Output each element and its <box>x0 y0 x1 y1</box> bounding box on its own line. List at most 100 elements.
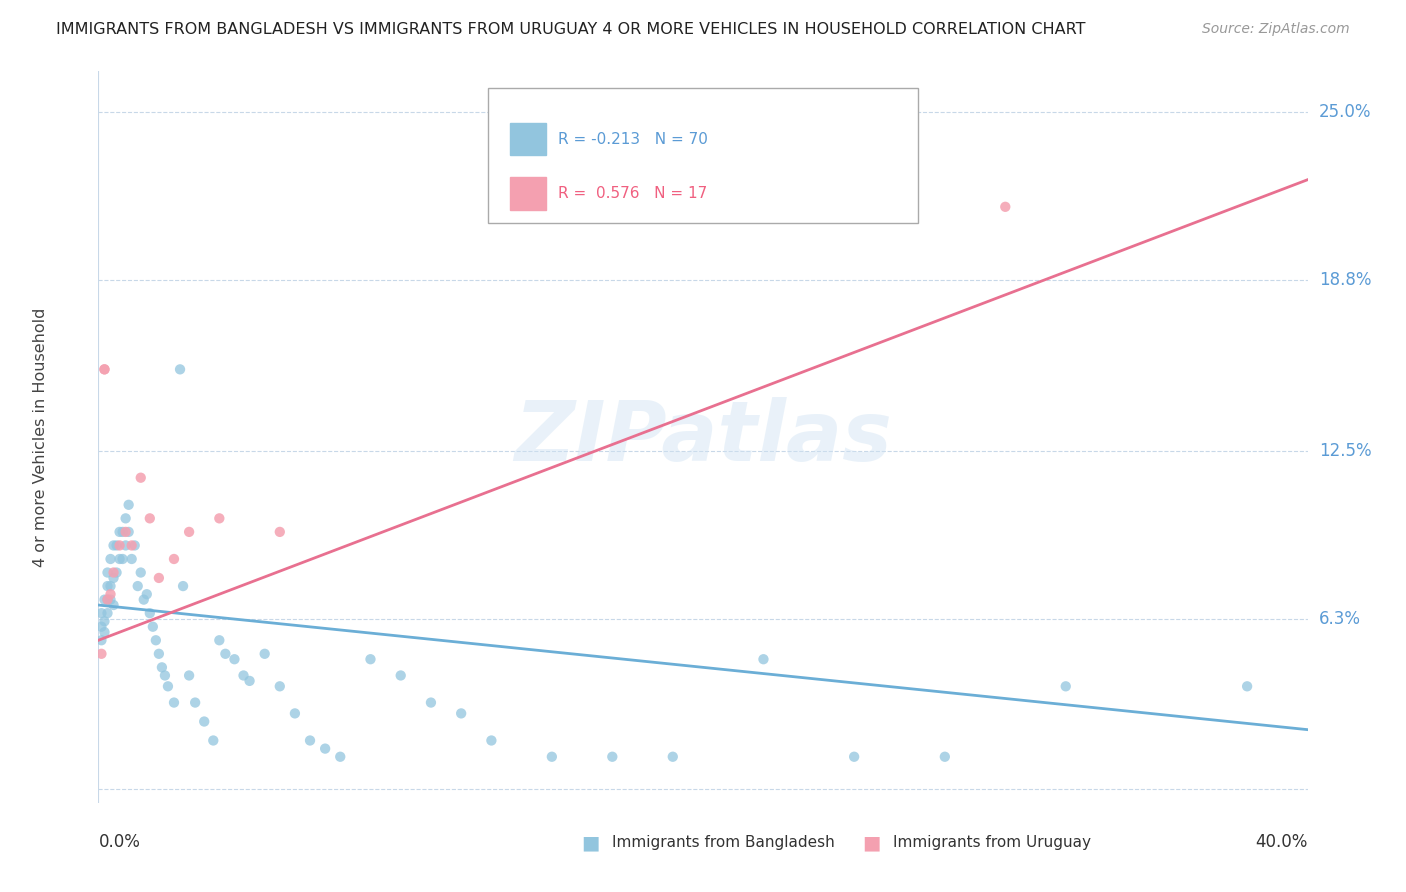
Point <box>114 538 136 552</box>
Point <box>145 633 167 648</box>
Point <box>100 587 122 601</box>
Point <box>103 598 125 612</box>
Point <box>114 511 136 525</box>
Point <box>214 647 236 661</box>
Point <box>179 524 201 539</box>
Point <box>299 733 322 747</box>
Point <box>93 362 115 376</box>
Text: 40.0%: 40.0% <box>1256 833 1308 851</box>
Point <box>93 615 115 629</box>
Point <box>96 566 118 580</box>
Point <box>1236 679 1258 693</box>
Point <box>994 200 1017 214</box>
Point <box>121 552 143 566</box>
Point <box>202 733 225 747</box>
Point <box>284 706 307 721</box>
Point <box>752 652 775 666</box>
Point <box>169 362 191 376</box>
Point <box>184 696 207 710</box>
Point <box>132 592 155 607</box>
Text: ZIPatlas: ZIPatlas <box>515 397 891 477</box>
Point <box>661 749 683 764</box>
Point <box>602 749 624 764</box>
Point <box>108 552 131 566</box>
Point <box>156 679 179 693</box>
Text: 4 or more Vehicles in Household: 4 or more Vehicles in Household <box>32 308 48 566</box>
Point <box>129 566 152 580</box>
Point <box>124 538 146 552</box>
Point <box>96 592 118 607</box>
Text: Source: ZipAtlas.com: Source: ZipAtlas.com <box>1202 22 1350 37</box>
Point <box>96 592 118 607</box>
Text: 0.0%: 0.0% <box>98 833 141 851</box>
Bar <box>509 123 546 155</box>
Point <box>269 679 291 693</box>
Text: 25.0%: 25.0% <box>1319 103 1371 121</box>
Point <box>100 579 122 593</box>
Point <box>389 668 412 682</box>
Point <box>108 538 131 552</box>
Point <box>129 471 152 485</box>
Point <box>934 749 956 764</box>
Point <box>142 620 165 634</box>
Point <box>100 552 122 566</box>
Point <box>93 362 115 376</box>
Text: 18.8%: 18.8% <box>1319 271 1371 289</box>
Point <box>148 647 170 661</box>
Point <box>148 571 170 585</box>
Point <box>420 696 443 710</box>
Point <box>193 714 215 729</box>
Point <box>108 524 131 539</box>
Point <box>139 606 162 620</box>
Point <box>329 749 352 764</box>
Bar <box>509 177 546 210</box>
Point <box>208 511 231 525</box>
Text: ■: ■ <box>862 833 882 853</box>
Point <box>105 566 128 580</box>
Point <box>118 498 141 512</box>
Point <box>96 606 118 620</box>
Point <box>121 538 143 552</box>
Point <box>269 524 291 539</box>
Point <box>540 749 562 764</box>
Point <box>232 668 254 682</box>
Point <box>224 652 246 666</box>
Point <box>93 592 115 607</box>
Point <box>127 579 149 593</box>
Point <box>314 741 336 756</box>
Point <box>253 647 276 661</box>
Point <box>1054 679 1077 693</box>
Point <box>360 652 382 666</box>
Point <box>844 749 866 764</box>
Point <box>481 733 503 747</box>
Point <box>239 673 262 688</box>
Point <box>172 579 194 593</box>
FancyBboxPatch shape <box>488 87 918 223</box>
Point <box>103 538 125 552</box>
Point <box>118 524 141 539</box>
Text: 6.3%: 6.3% <box>1319 609 1361 628</box>
Point <box>103 566 125 580</box>
Point <box>139 511 162 525</box>
Point <box>163 696 186 710</box>
Point <box>93 625 115 640</box>
Point <box>90 633 112 648</box>
Text: ■: ■ <box>581 833 600 853</box>
Point <box>103 571 125 585</box>
Text: IMMIGRANTS FROM BANGLADESH VS IMMIGRANTS FROM URUGUAY 4 OR MORE VEHICLES IN HOUS: IMMIGRANTS FROM BANGLADESH VS IMMIGRANTS… <box>56 22 1085 37</box>
Point <box>114 524 136 539</box>
Point <box>100 592 122 607</box>
Point <box>111 552 134 566</box>
Point <box>90 647 112 661</box>
Point <box>150 660 173 674</box>
Point <box>153 668 176 682</box>
Text: R =  0.576   N = 17: R = 0.576 N = 17 <box>558 186 707 201</box>
Point <box>179 668 201 682</box>
Point <box>105 538 128 552</box>
Text: Immigrants from Bangladesh: Immigrants from Bangladesh <box>612 836 834 850</box>
Text: 12.5%: 12.5% <box>1319 442 1371 459</box>
Text: Immigrants from Uruguay: Immigrants from Uruguay <box>893 836 1091 850</box>
Text: R = -0.213   N = 70: R = -0.213 N = 70 <box>558 132 707 146</box>
Point <box>450 706 472 721</box>
Point <box>111 524 134 539</box>
